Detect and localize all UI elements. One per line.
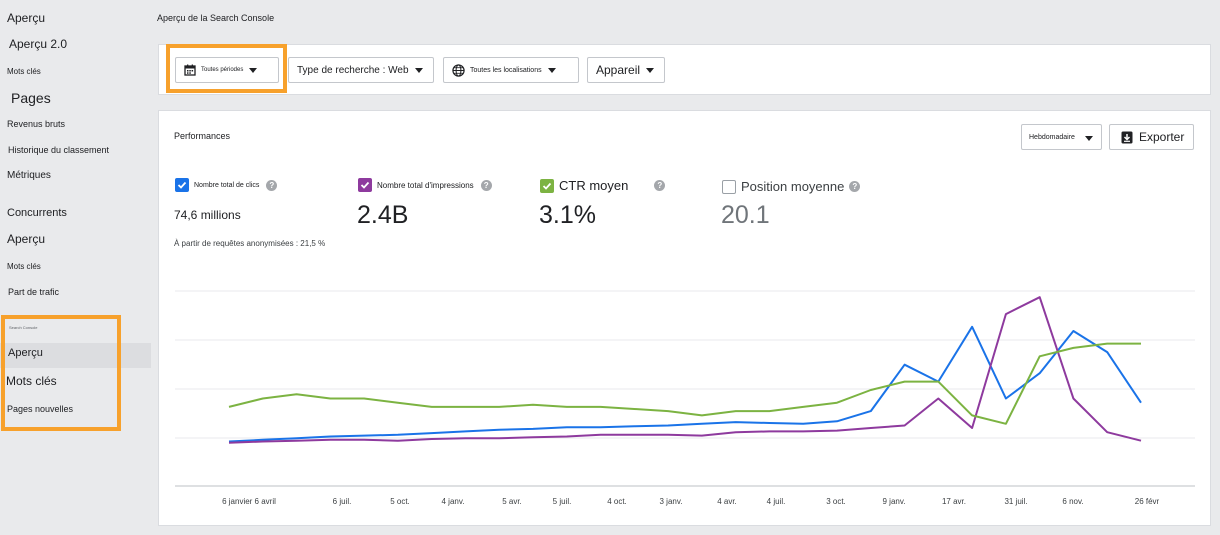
- anonymized-queries-note: À partir de requêtes anonymisées : 21,5 …: [174, 239, 326, 248]
- checkmark-icon: [360, 181, 370, 189]
- export-label: Exporter: [1139, 130, 1185, 144]
- sidebar-item-mots-cles[interactable]: Mots clés: [7, 67, 41, 76]
- highlight-box-period: [166, 44, 287, 93]
- performance-title: Performances: [174, 131, 231, 141]
- checkbox-ctr[interactable]: [540, 178, 554, 193]
- location-filter-button[interactable]: Toutes les localisations: [443, 57, 579, 83]
- sidebar-item-metriques[interactable]: Métriques: [7, 170, 51, 181]
- download-icon: [1121, 131, 1133, 144]
- globe-icon: [452, 63, 465, 77]
- sidebar-item-historique-classement[interactable]: Historique du classement: [8, 145, 110, 155]
- sidebar-active-highlight: [0, 343, 151, 368]
- x-tick-label: 4 oct.: [607, 497, 627, 506]
- series-line-0[interactable]: [228, 325, 1142, 443]
- location-label: Toutes les localisations: [470, 66, 542, 74]
- x-tick-label: 6 janvier 6 avril: [222, 497, 276, 506]
- chevron-down-icon: [414, 67, 423, 73]
- filter-bar: Toutes périodes Type de recherche : Web …: [158, 44, 1211, 95]
- sidebar-item-pages-nouvelles[interactable]: Pages nouvelles: [7, 404, 74, 414]
- frequency-label: Hebdomadaire: [1029, 133, 1075, 141]
- checkbox-impressions[interactable]: [358, 178, 372, 192]
- highlight-box-search-console: [1, 315, 121, 431]
- metric-value-ctr: 3.1%: [539, 201, 596, 229]
- search-console-heading: Search Console: [9, 325, 38, 330]
- chevron-down-icon: [646, 67, 655, 73]
- x-tick-label: 9 janv.: [883, 497, 906, 506]
- x-tick-label: 4 janv.: [442, 497, 465, 506]
- metric-label: Position moyenne: [741, 179, 845, 194]
- x-tick-label: 17 avr.: [942, 497, 966, 506]
- sidebar-item-pages[interactable]: Pages: [11, 90, 51, 106]
- checkmark-icon: [542, 182, 552, 190]
- metric-label: Nombre total de clics: [194, 181, 260, 189]
- metric-impressions[interactable]: Nombre total d'impressions ?: [358, 178, 492, 192]
- sidebar: Aperçu Aperçu 2.0 Mots clés Pages Revenu…: [0, 0, 152, 535]
- x-tick-label: 5 avr.: [502, 497, 522, 506]
- x-tick-label: 6 juil.: [333, 497, 352, 506]
- series-line-2[interactable]: [228, 342, 1141, 425]
- help-icon[interactable]: ?: [266, 179, 278, 191]
- metric-value-position: 20.1: [721, 201, 770, 229]
- sidebar-item-competitors-mots-cles[interactable]: Mots clés: [7, 262, 41, 271]
- performance-card: Performances Hebdomadaire Exporter Nombr…: [158, 110, 1211, 526]
- calendar-icon: [184, 64, 196, 76]
- metric-label: Nombre total d'impressions: [377, 180, 474, 190]
- search-type-label: Type de recherche : Web: [297, 64, 409, 76]
- sidebar-item-part-de-trafic[interactable]: Part de trafic: [8, 287, 60, 297]
- frequency-select[interactable]: Hebdomadaire: [1021, 124, 1102, 150]
- x-tick-label: 4 juil.: [767, 497, 786, 506]
- chevron-down-icon: [249, 67, 258, 73]
- device-label: Appareil: [596, 63, 641, 77]
- competitors-heading: Concurrents: [7, 207, 67, 219]
- metric-position[interactable]: Position moyenne ?: [722, 179, 861, 194]
- search-type-filter-button[interactable]: Type de recherche : Web: [288, 57, 434, 83]
- sidebar-item-sc-apercu[interactable]: Aperçu: [8, 347, 43, 359]
- x-tick-label: 3 oct.: [826, 497, 846, 506]
- x-tick-label: 5 oct.: [390, 497, 410, 506]
- checkbox-clicks[interactable]: [175, 178, 189, 192]
- sidebar-item-revenus-bruts[interactable]: Revenus bruts: [7, 119, 66, 129]
- help-icon[interactable]: ?: [654, 180, 666, 191]
- checkbox-position[interactable]: [722, 179, 736, 194]
- metric-clicks[interactable]: Nombre total de clics ?: [175, 178, 278, 192]
- x-tick-label: 26 févr: [1135, 497, 1160, 506]
- x-tick-label: 31 juil.: [1004, 497, 1027, 506]
- x-tick-label: 5 juil.: [553, 497, 572, 506]
- checkmark-icon: [177, 181, 187, 189]
- metric-value-impressions: 2.4B: [357, 201, 409, 229]
- device-filter-button[interactable]: Appareil: [587, 57, 665, 83]
- chevron-down-icon: [1085, 136, 1093, 141]
- x-tick-label: 3 janv.: [660, 497, 683, 506]
- sidebar-item-sc-mots-cles[interactable]: Mots clés: [6, 374, 57, 388]
- x-tick-label: 4 avr.: [717, 497, 737, 506]
- chevron-down-icon: [547, 67, 556, 73]
- performance-chart: 6 janvier 6 avril 6 juil. 5 oct. 4 janv. 5 a…: [175, 290, 1195, 506]
- x-tick-label: 6 nov.: [1062, 497, 1083, 506]
- help-icon[interactable]: ?: [480, 179, 492, 191]
- period-filter-button[interactable]: Toutes périodes: [175, 57, 279, 83]
- series-line-1[interactable]: [228, 296, 1142, 444]
- metric-ctr[interactable]: CTR moyen ?: [540, 178, 666, 193]
- period-filter-label: Toutes périodes: [201, 67, 244, 73]
- sidebar-item-apercu-2[interactable]: Aperçu 2.0: [9, 37, 68, 51]
- help-icon[interactable]: ?: [849, 181, 861, 192]
- export-button[interactable]: Exporter: [1109, 124, 1194, 150]
- sidebar-item-apercu[interactable]: Aperçu: [7, 11, 46, 25]
- sidebar-item-competitors-apercu[interactable]: Aperçu: [7, 232, 46, 246]
- metric-label: CTR moyen: [559, 178, 629, 193]
- page-title: Aperçu de la Search Console: [157, 13, 275, 23]
- metric-value-clicks: 74,6 millions: [174, 208, 241, 222]
